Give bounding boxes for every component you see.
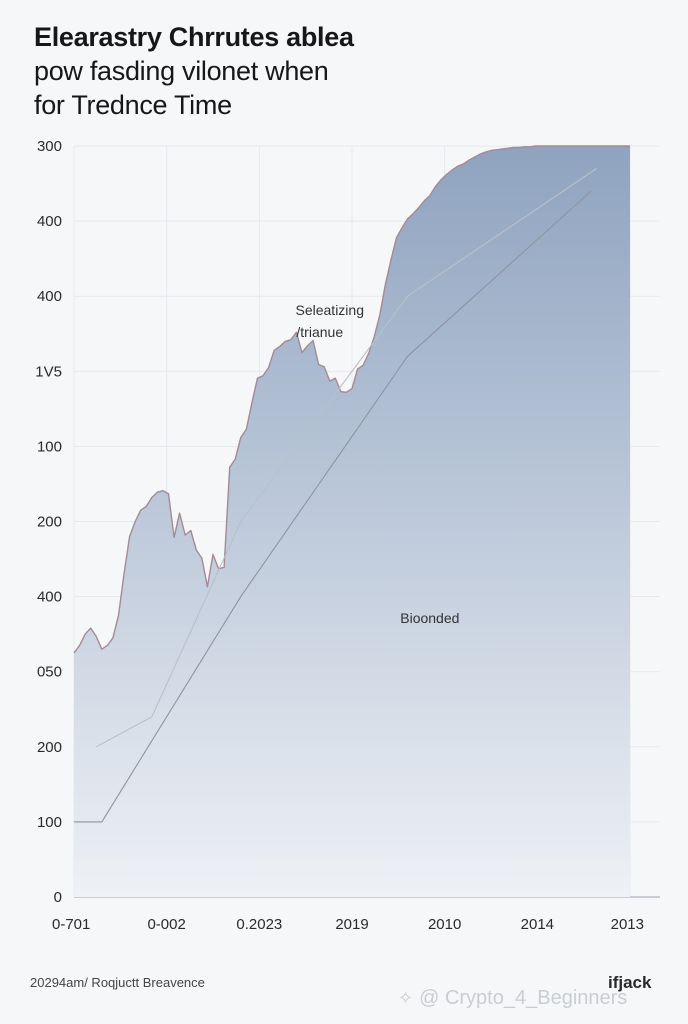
area-series bbox=[73, 145, 630, 897]
annotation-label: /trianue bbox=[296, 324, 343, 340]
y-tick-label: 200 bbox=[37, 514, 62, 531]
series-line bbox=[73, 145, 630, 654]
chart-annotations: Seleatizing/trianue Bioonded bbox=[296, 302, 460, 626]
x-tick-label: 0-002 bbox=[147, 916, 185, 933]
x-tick-label: 2013 bbox=[611, 916, 644, 933]
x-tick-label: 0-701 bbox=[52, 916, 90, 933]
title-line-1: Elearastry Chrrutes ablea bbox=[34, 22, 354, 52]
x-tick-label: 2014 bbox=[521, 916, 554, 933]
annotation-label: Seleatizing bbox=[296, 302, 365, 318]
annotation-label: Bioonded bbox=[400, 610, 459, 626]
watermark: ✧ @ Crypto_4_Beginners bbox=[398, 987, 627, 1010]
y-tick-label: 400 bbox=[37, 589, 62, 606]
watermark-text: @ Crypto_4_Beginners bbox=[419, 987, 628, 1009]
y-tick-label: 400 bbox=[37, 288, 62, 305]
y-tick-label: 300 bbox=[37, 138, 62, 155]
y-tick-label: 200 bbox=[37, 739, 62, 756]
x-tick-label: 2010 bbox=[428, 916, 461, 933]
x-tick-label: 2019 bbox=[335, 916, 368, 933]
area-fill bbox=[74, 146, 630, 897]
trend-line-1 bbox=[95, 168, 597, 748]
y-axis-ticks: 300 400 400 1V5 100 200 400 050 200 100 0 bbox=[35, 138, 62, 906]
y-tick-label: 1V5 bbox=[35, 363, 62, 380]
y-tick-label: 400 bbox=[37, 213, 62, 230]
y-tick-label: 050 bbox=[37, 664, 62, 681]
y-tick-label: 0 bbox=[54, 889, 62, 906]
x-axis-ticks: 0-701 0-002 0.2023 2019 2010 2014 2013 bbox=[52, 916, 644, 933]
trend-lines bbox=[74, 168, 597, 823]
watermark-icon: ✧ bbox=[398, 988, 414, 1008]
title-line-3: for Trednce Time bbox=[34, 90, 232, 120]
x-tick-label: 0.2023 bbox=[236, 916, 282, 933]
chart-title: Elearastry Chrrutes ablea pow fasding vi… bbox=[34, 20, 654, 122]
trend-line-2 bbox=[74, 190, 592, 823]
footer-text: 20294am/ Roqjuctt Breavence bbox=[30, 975, 205, 990]
brand-logo: ifjack bbox=[608, 973, 652, 992]
y-tick-label: 100 bbox=[37, 814, 62, 831]
y-tick-label: 100 bbox=[37, 438, 62, 455]
title-line-2: pow fasding vilonet when bbox=[34, 56, 329, 86]
